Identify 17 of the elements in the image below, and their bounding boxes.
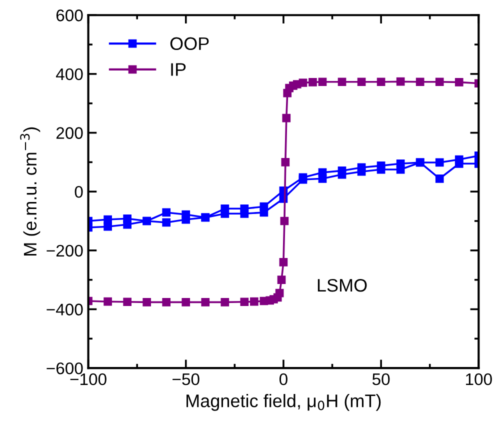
y-tick-label: −600: [46, 362, 83, 374]
y-axis-title: M (e.m.u. cm$^{−3}$): [20, 127, 40, 256]
x-tick-label: 0: [279, 373, 288, 386]
x-axis-title: Magnetic field, μ$_{0}$H (mT): [186, 394, 381, 411]
y-tick-label: 600: [56, 10, 83, 22]
annotation: LSMO: [318, 278, 367, 292]
y-tick-label: 0: [74, 186, 83, 198]
legend-label: IP: [171, 63, 186, 76]
y-tick-label: −200: [46, 244, 83, 257]
x-tick-label: −50: [172, 373, 200, 386]
x-tick-label: −100: [70, 373, 106, 386]
x-tick-label: 100: [466, 373, 492, 386]
y-tick-label: 400: [56, 68, 83, 80]
x-tick-label: 50: [372, 373, 390, 386]
y-tick-label: 200: [56, 127, 83, 139]
y-tick-label: −400: [46, 304, 83, 316]
legend-label: OOP: [170, 37, 209, 50]
